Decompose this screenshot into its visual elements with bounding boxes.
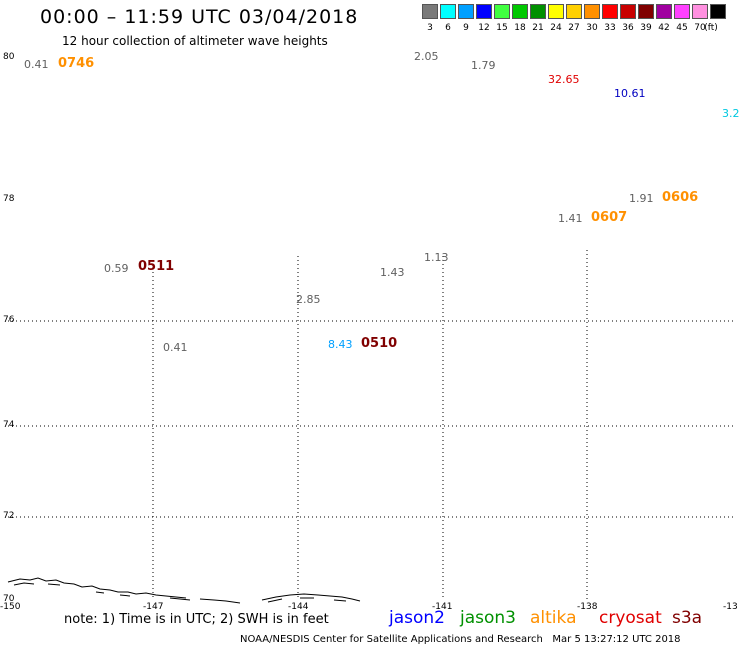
legend-label: 45 [676,23,688,33]
wave-height-value: 8.43 [328,338,353,351]
legend-swatch [476,4,492,19]
wave-height-value: 1.43 [380,266,405,279]
lat-label: 76 [3,315,15,325]
lon-label: -13 [723,602,738,612]
legend-swatch [458,4,474,19]
legend-swatch [602,4,618,19]
legend-label: 70 [694,23,706,33]
wave-height-value: 1.91 [629,192,654,205]
legend-swatch [584,4,600,19]
pass-time-label: 0746 [58,56,95,71]
satellite-label-jason3: jason3 [460,608,516,628]
legend-label: 6 [445,23,451,33]
pass-time-label: 0511 [138,259,175,274]
legend-label: 39 [640,23,652,33]
pass-time-label: 0510 [361,336,398,351]
lat-label: 70 [3,594,15,604]
legend-label: 15 [496,23,508,33]
lon-label: -141 [432,602,453,612]
lat-label: 72 [3,511,15,521]
wave-height-value: 1.79 [471,59,496,72]
lat-label: 78 [3,194,15,204]
legend-swatch [548,4,564,19]
legend-swatch [512,4,528,19]
satellite-label-cryosat: cryosat [599,608,662,628]
legend-label: 21 [532,23,544,33]
coastline [7,577,361,604]
pass-time-label: 0607 [591,210,628,225]
legend-swatch [422,4,438,19]
wave-height-value: 32.65 [548,73,580,86]
credit-line: NOAA/NESDIS Center for Satellite Applica… [240,634,681,645]
legend-swatch [494,4,510,19]
legend-label: 3 [427,23,433,33]
wave-height-value: 0.41 [24,58,49,71]
wave-height-value: 10.61 [614,87,646,100]
legend-label: 36 [622,23,634,33]
page-subtitle: 12 hour collection of altimeter wave hei… [62,34,328,48]
timestamp: Mar 5 13:27:12 UTC 2018 [552,634,681,645]
legend-label: 42 [658,23,670,33]
legend-swatch [530,4,546,19]
lon-label: -147 [143,602,164,612]
wave-height-value: 2.05 [414,50,439,63]
legend-swatch [620,4,636,19]
lon-label: -150 [0,602,21,612]
wave-height-value: 0.41 [163,341,188,354]
satellite-label-altika: altika [530,608,577,628]
wave-height-value: 0.59 [104,262,129,275]
lat-label: 74 [3,420,15,430]
legend-label: 18 [514,23,526,33]
legend-unit: (ft) [704,23,718,33]
page-title: 00:00 – 11:59 UTC 03/04/2018 [40,6,359,28]
wave-height-value: 1.41 [558,212,583,225]
legend-label: 24 [550,23,562,33]
legend-swatch [440,4,456,19]
lon-label: -144 [288,602,309,612]
legend-swatch [656,4,672,19]
wave-height-value: 1.13 [424,251,449,264]
legend-label: 33 [604,23,616,33]
legend-label: 9 [463,23,469,33]
wave-height-value: 2.85 [296,293,321,306]
legend-swatch [674,4,690,19]
pass-time-label: 0606 [662,190,699,205]
legend-swatch [710,4,726,19]
wave-height-value: 3.2 [722,107,740,120]
lon-label: -138 [577,602,598,612]
credit-text: NOAA/NESDIS Center for Satellite Applica… [240,634,543,645]
satellite-label-s3a: s3a [672,608,703,628]
legend-swatch [638,4,654,19]
lat-label: 80 [3,52,15,62]
legend-swatch [566,4,582,19]
satellite-label-jason2: jason2 [389,608,445,628]
legend-swatch [692,4,708,19]
legend-label: 12 [478,23,490,33]
legend-label: 30 [586,23,598,33]
footnote: note: 1) Time is in UTC; 2) SWH is in fe… [64,612,329,627]
legend-label: 27 [568,23,580,33]
